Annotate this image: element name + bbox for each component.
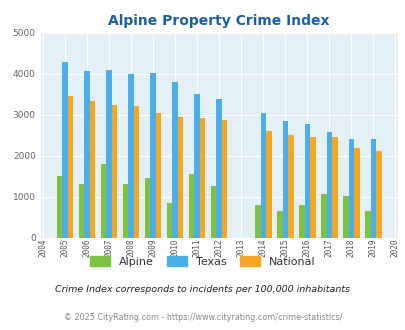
Bar xyxy=(348,139,353,238)
Bar xyxy=(260,113,265,238)
Text: © 2025 CityRating.com - https://www.cityrating.com/crime-statistics/: © 2025 CityRating.com - https://www.city… xyxy=(64,313,341,322)
Title: Alpine Property Crime Index: Alpine Property Crime Index xyxy=(108,14,329,28)
Bar xyxy=(128,74,134,238)
Bar xyxy=(216,100,222,238)
Bar xyxy=(166,203,172,238)
Legend: Alpine, Texas, National: Alpine, Texas, National xyxy=(85,251,320,271)
Bar xyxy=(282,121,287,238)
Bar xyxy=(370,139,375,238)
Bar xyxy=(222,120,227,238)
Bar xyxy=(100,164,106,238)
Bar xyxy=(123,184,128,238)
Bar xyxy=(276,211,282,238)
Bar xyxy=(265,131,271,238)
Bar xyxy=(156,113,161,238)
Bar xyxy=(177,117,183,238)
Bar xyxy=(188,174,194,238)
Bar xyxy=(194,94,200,238)
Bar xyxy=(106,70,112,238)
Bar xyxy=(326,132,331,238)
Bar xyxy=(287,135,293,238)
Bar xyxy=(309,137,315,238)
Bar xyxy=(84,71,90,238)
Bar xyxy=(150,73,156,238)
Bar xyxy=(200,118,205,238)
Bar xyxy=(112,105,117,238)
Bar xyxy=(211,186,216,238)
Bar xyxy=(304,124,309,238)
Bar xyxy=(298,205,304,238)
Bar xyxy=(342,196,348,238)
Bar xyxy=(79,184,84,238)
Text: Crime Index corresponds to incidents per 100,000 inhabitants: Crime Index corresponds to incidents per… xyxy=(55,285,350,294)
Bar xyxy=(57,176,62,238)
Bar xyxy=(68,96,73,238)
Bar xyxy=(364,212,370,238)
Bar xyxy=(353,148,359,238)
Bar xyxy=(134,106,139,238)
Bar xyxy=(62,62,68,238)
Bar xyxy=(320,194,326,238)
Bar xyxy=(375,150,381,238)
Bar xyxy=(331,137,337,238)
Bar xyxy=(172,82,177,238)
Bar xyxy=(90,101,95,238)
Bar xyxy=(254,205,260,238)
Bar xyxy=(145,178,150,238)
